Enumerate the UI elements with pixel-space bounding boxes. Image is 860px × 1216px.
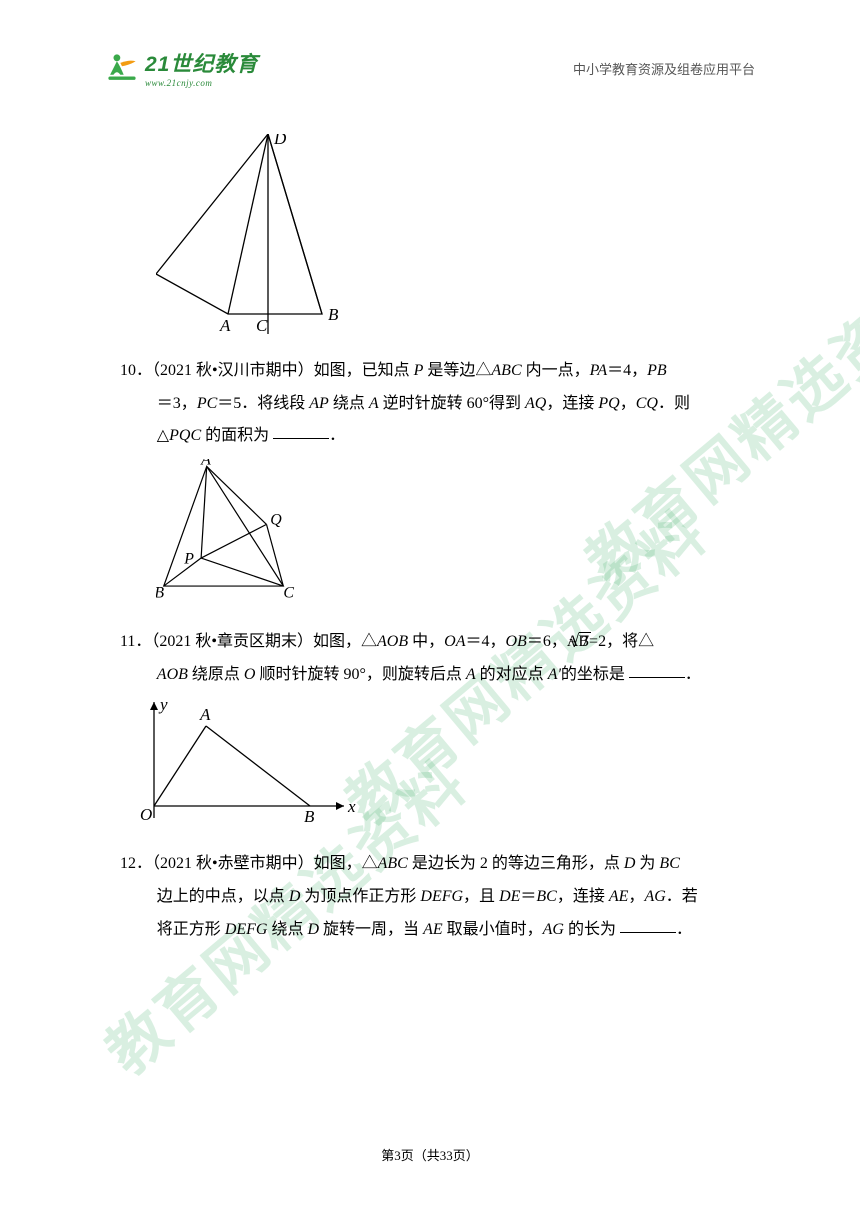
logo-icon (105, 51, 139, 85)
figure-q11: O A B x y (140, 698, 740, 841)
svg-text:Q: Q (270, 512, 282, 529)
figure-q10: A B C P Q (156, 459, 740, 614)
svg-text:B: B (304, 807, 315, 826)
content-area: D E A C B 10．（2021 秋•汉川市期中）如图，已知点 P 是等边△… (120, 128, 740, 951)
svg-text:B: B (328, 305, 339, 324)
svg-text:x: x (347, 797, 356, 816)
logo-text: 21世纪教育 (145, 48, 258, 78)
logo-url: www.21cnjy.com (145, 78, 258, 88)
svg-text:D: D (273, 134, 287, 148)
svg-text:y: y (158, 698, 168, 714)
question-11: 11．（2021 秋•章贡区期末）如图，△AOB 中，OA＝4，OB＝6，AB=… (120, 622, 740, 692)
question-12: 12．（2021 秋•赤壁市期中）如图，△ABC 是边长为 2 的等边三角形，点… (120, 848, 740, 946)
svg-text:C: C (283, 584, 294, 601)
page-footer: 第3页（共33页） (0, 1145, 860, 1164)
figure-top: D E A C B (156, 134, 740, 347)
question-10: 10．（2021 秋•汉川市期中）如图，已知点 P 是等边△ABC 内一点，PA… (120, 355, 740, 453)
svg-text:O: O (140, 805, 152, 824)
svg-text:C: C (256, 316, 268, 334)
svg-text:A: A (219, 316, 231, 334)
svg-text:B: B (156, 584, 164, 601)
page-header: 21世纪教育 www.21cnjy.com 中小学教育资源及组卷应用平台 (105, 48, 755, 88)
logo: 21世纪教育 www.21cnjy.com (105, 48, 258, 88)
header-tagline: 中小学教育资源及组卷应用平台 (573, 59, 755, 78)
svg-text:A: A (200, 459, 211, 469)
page-num: 3 (394, 1148, 401, 1163)
page-total: 33 (440, 1148, 453, 1163)
svg-text:A: A (199, 705, 211, 724)
svg-text:P: P (183, 551, 194, 568)
